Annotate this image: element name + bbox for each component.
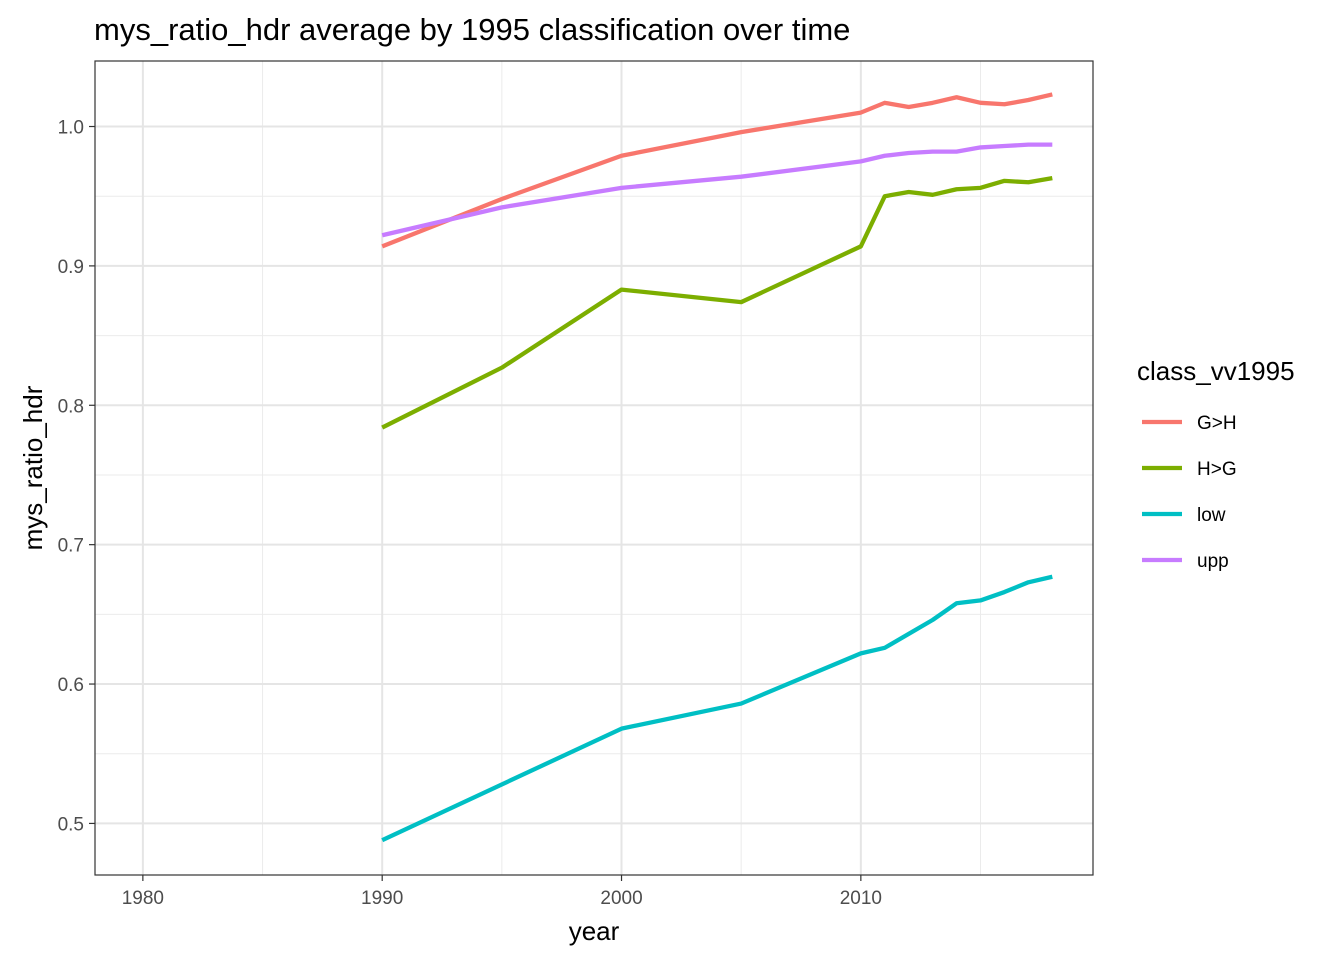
y-tick-label: 0.8	[58, 396, 84, 417]
x-tick-label: 1990	[361, 888, 403, 909]
y-axis: 0.5 0.6 0.7 0.8 0.9 1.0	[58, 118, 95, 835]
chart-title: mys_ratio_hdr average by 1995 classifica…	[94, 12, 850, 47]
legend-label-h-g: H>G	[1197, 459, 1237, 480]
y-tick-label: 1.0	[58, 118, 84, 139]
series-lines	[381, 92, 1053, 843]
legend-label-g-h: G>H	[1197, 413, 1237, 434]
series-line-g-h	[381, 92, 1053, 249]
legend: class_vv1995 G>H H>G low upp	[1137, 356, 1295, 572]
x-tick-label: 2000	[600, 888, 642, 909]
legend-label-upp: upp	[1197, 551, 1229, 572]
y-tick-label: 0.9	[58, 257, 84, 278]
legend-items: G>H H>G low upp	[1142, 413, 1237, 572]
legend-title: class_vv1995	[1137, 356, 1295, 386]
x-tick-label: 1980	[122, 888, 164, 909]
y-tick-label: 0.6	[58, 675, 84, 696]
x-axis-title: year	[569, 916, 620, 946]
x-axis: 1980 1990 2000 2010	[122, 875, 882, 909]
y-axis-title: mys_ratio_hdr	[18, 385, 48, 550]
major-gridlines	[95, 61, 1093, 875]
y-tick-label: 0.5	[58, 814, 84, 835]
plot-panel	[95, 61, 1093, 875]
plot-border	[94, 60, 1094, 876]
x-tick-label: 2010	[840, 888, 882, 909]
y-tick-label: 0.7	[58, 536, 84, 557]
series-line-upp	[381, 142, 1053, 238]
series-line-h-g	[381, 175, 1053, 430]
series-line-low	[381, 574, 1053, 843]
legend-label-low: low	[1197, 505, 1226, 526]
